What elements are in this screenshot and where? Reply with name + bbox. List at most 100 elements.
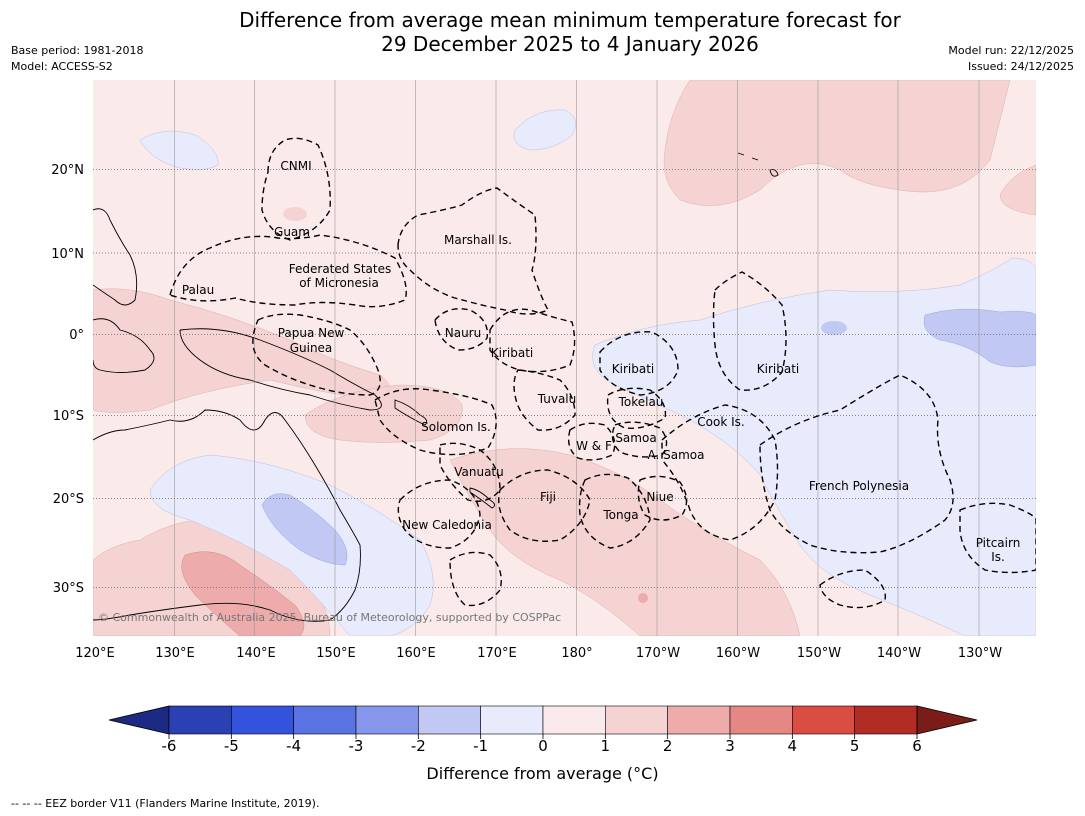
label-guam: Guam <box>274 225 310 239</box>
lat-label: 10°S <box>53 409 84 424</box>
eez-marshall <box>397 187 549 315</box>
label-fiji: Fiji <box>540 490 556 504</box>
eez-kermadec <box>819 569 887 609</box>
colorbar-segment <box>480 705 544 735</box>
label-pitcairn-line1: Pitcairn <box>976 536 1021 550</box>
coast-solomon <box>394 399 428 426</box>
lat-label: 20°S <box>53 492 84 507</box>
footnote: -- -- -- EEZ border V11 (Flanders Marine… <box>11 797 320 810</box>
anomaly-cool-northwest <box>139 130 219 170</box>
label-cook: Cook Is. <box>697 415 744 429</box>
coast-philippines <box>93 208 138 306</box>
lat-label: 20°N <box>51 163 84 178</box>
label-fsm-line2: of Micronesia <box>299 276 379 290</box>
coast-australia <box>93 409 361 622</box>
label-niue: Niue <box>646 490 673 504</box>
eez-fsm <box>169 234 407 308</box>
lon-label: 130°W <box>958 646 1002 661</box>
copyright-text: © Commonwealth of Australia 2025, Bureau… <box>98 611 561 624</box>
title-line-1: Difference from average mean minimum tem… <box>239 8 901 32</box>
eez-french-polynesia <box>759 374 954 554</box>
colorbar-tick-label: -5 <box>224 737 239 755</box>
label-kiribati-west: Kiribati <box>491 346 533 360</box>
eez-new-caledonia <box>397 479 481 549</box>
label-kiribati-east: Kiribati <box>757 362 799 376</box>
eez-kiribati-line <box>712 271 787 391</box>
label-american-samoa: A. Samoa <box>648 448 705 462</box>
colorbar-extend-high <box>916 705 978 735</box>
colorbar-segment <box>231 705 294 735</box>
label-nauru: Nauru <box>445 326 481 340</box>
label-solomon: Solomon Is. <box>421 420 491 434</box>
eez-borders <box>169 137 1036 609</box>
eez-cook <box>661 404 779 541</box>
coastlines <box>93 152 779 622</box>
eez-tuvalu <box>513 369 576 431</box>
lon-axis-labels: 120°E 130°E 140°E 150°E 160°E 170°E 180°… <box>75 646 1002 661</box>
label-kiribati-central: Kiribati <box>612 362 654 376</box>
eez-wallis-futuna <box>567 422 616 461</box>
lat-label: 0° <box>69 328 84 343</box>
colorbar-tick-label: 0 <box>538 737 548 755</box>
lon-label: 140°W <box>877 646 921 661</box>
anomaly-warm-solomon <box>304 384 463 443</box>
meta-left: Base period: 1981-2018 Model: ACCESS-S2 <box>11 43 143 75</box>
lon-label: 150°W <box>797 646 841 661</box>
anomaly-cool-strong-coral-sea <box>261 493 348 566</box>
colorbar-tick-label: -3 <box>349 737 364 755</box>
eez-norfolk <box>449 551 502 607</box>
anomaly-cool-north-central <box>513 109 576 151</box>
colorbar-tick-label: 4 <box>788 737 798 755</box>
colorbar-label: Difference from average (°C) <box>426 764 659 783</box>
colorbar: -6 -5 -4 -3 -2 -1 0 1 2 3 4 5 6 <box>108 705 978 755</box>
anomaly-warm-small-south <box>638 593 648 603</box>
colorbar-segment <box>729 705 793 735</box>
colorbar-segment <box>355 705 419 735</box>
anomaly-warm-northeast <box>663 80 1011 206</box>
label-pitcairn-line2: Is. <box>991 550 1005 564</box>
lat-axis-labels: 20°N 10°N 0° 10°S 20°S 30°S <box>51 163 84 596</box>
label-png-line1: Papua New <box>278 326 345 340</box>
colorbar-segment <box>667 705 731 735</box>
anomaly-warm-guam <box>283 207 307 221</box>
colorbar-tick-label: 2 <box>663 737 673 755</box>
chart-title: Difference from average mean minimum tem… <box>0 8 1085 56</box>
colorbar-tick-label: 1 <box>601 737 611 755</box>
label-french-polynesia: French Polynesia <box>809 479 909 493</box>
label-tonga: Tonga <box>602 508 638 522</box>
eez-tonga <box>578 473 651 549</box>
colorbar-tick-label: -1 <box>473 737 488 755</box>
eez-fiji <box>498 469 591 542</box>
eez-vanuatu <box>439 442 501 502</box>
anomaly-warm-east-edge <box>999 164 1036 216</box>
title-line-2: 29 December 2025 to 4 January 2026 <box>381 32 759 56</box>
colorbar-segment <box>854 705 918 735</box>
label-cnmi: CNMI <box>280 159 311 173</box>
colorbar-segment <box>168 705 232 735</box>
anomaly-cool-strong-spot <box>821 321 847 335</box>
label-new-caledonia: New Caledonia <box>402 518 492 532</box>
lon-label: 140°E <box>236 646 276 661</box>
eez-tokelau <box>606 387 667 429</box>
label-tokelau: Tokelau <box>618 395 664 409</box>
region-labels: CNMI Guam Marshall Is. Federated States … <box>182 159 1020 564</box>
label-palau: Palau <box>182 283 214 297</box>
coast-new-guinea <box>179 328 382 411</box>
colorbar-tick-label: -2 <box>411 737 426 755</box>
lon-label: 160°W <box>716 646 760 661</box>
lon-label: 120°E <box>75 646 115 661</box>
eez-nauru <box>434 308 489 351</box>
coast-borneo-sulawesi <box>93 318 155 373</box>
anomaly-cool-strong-east <box>923 308 1036 368</box>
anomaly-cool-australia <box>149 454 434 636</box>
lat-label: 10°N <box>51 247 84 262</box>
graticule-lat <box>93 169 1036 588</box>
colorbar-segment <box>542 705 606 735</box>
colorbar-segment <box>293 705 357 735</box>
label-marshall: Marshall Is. <box>444 233 512 247</box>
lon-label: 170°E <box>477 646 517 661</box>
colorbar-tick-label: 3 <box>725 737 735 755</box>
coast-new-caledonia <box>469 487 495 509</box>
coast-hawaii <box>737 152 779 177</box>
